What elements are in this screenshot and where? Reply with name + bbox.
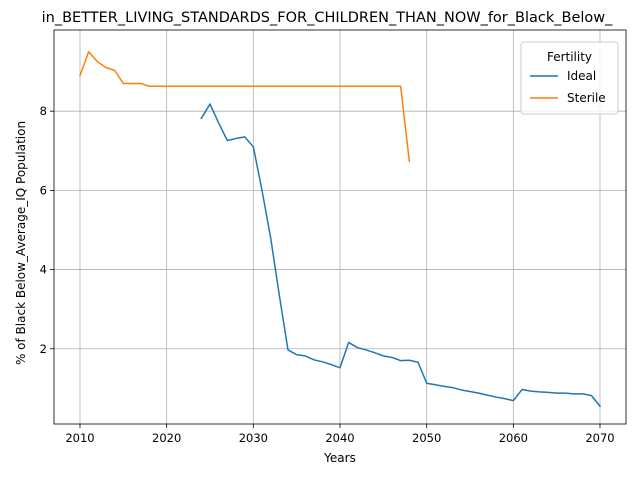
y-tick-label: 4: [40, 263, 47, 277]
x-axis-label: Years: [323, 451, 356, 465]
legend-label-ideal: Ideal: [567, 69, 596, 83]
series-line-ideal: [200, 103, 602, 408]
legend-box: [520, 41, 619, 115]
x-axis-ticks: 2010 2020 2030 2040 2050 2060 2070: [65, 424, 615, 445]
x-tick-label: 2020: [152, 431, 181, 445]
x-tick-label: 2060: [499, 431, 528, 445]
x-tick-label: 2070: [585, 431, 614, 445]
legend-label-sterile: Sterile: [567, 91, 606, 105]
legend: Fertility Ideal Sterile: [520, 41, 619, 115]
y-tick-label: 8: [40, 104, 47, 118]
x-tick-label: 2010: [65, 431, 94, 445]
x-tick-label: 2040: [325, 431, 354, 445]
series-layer: [79, 51, 602, 408]
y-axis-ticks: 2 4 6 8: [40, 104, 54, 356]
y-tick-label: 2: [40, 342, 47, 356]
y-axis-label: % of Black Below_Average_IQ Population: [14, 121, 28, 365]
x-tick-label: 2050: [412, 431, 441, 445]
chart-title: in_BETTER_LIVING_STANDARDS_FOR_CHILDREN_…: [42, 10, 614, 26]
x-tick-label: 2030: [239, 431, 268, 445]
legend-title: Fertility: [547, 50, 592, 64]
y-tick-label: 6: [40, 183, 47, 197]
series-line-sterile: [79, 51, 411, 163]
